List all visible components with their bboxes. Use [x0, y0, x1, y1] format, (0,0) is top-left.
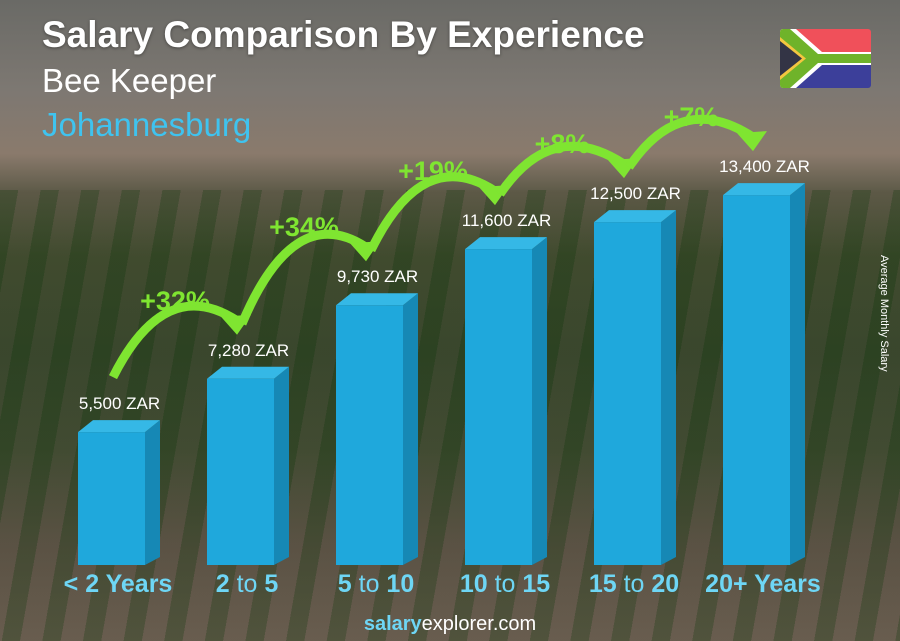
bar-side [532, 237, 547, 565]
growth-arrow [625, 114, 756, 170]
bar-top [465, 237, 547, 250]
value-label: 11,600 ZAR [461, 211, 552, 231]
x-tick-part: 15 [522, 570, 551, 598]
x-tick-part: < 2 Years [63, 570, 173, 598]
growth-arrow [108, 301, 240, 380]
bar [723, 183, 805, 565]
x-tick-label: 5 to 10 [306, 570, 446, 599]
x-tick-label: 20+ Years [693, 570, 833, 599]
value-label: 12,500 ZAR [590, 184, 681, 204]
x-tick-part: 2 [215, 570, 230, 598]
arrow-head-icon [737, 131, 767, 152]
location: Johannesburg [42, 106, 252, 143]
x-tick-label: 10 to 15 [435, 570, 575, 599]
bar-top [78, 420, 160, 433]
change-label: +7% [663, 102, 719, 133]
change-label: +8% [534, 129, 590, 160]
x-tick-part: 20+ Years [705, 570, 821, 598]
bar-top [723, 183, 805, 196]
change-label: +32% [140, 285, 210, 316]
bar-front [465, 249, 532, 565]
bar-side [274, 366, 289, 565]
y-axis-label: Average Monthly Salary [878, 255, 890, 372]
change-label: +19% [398, 156, 468, 187]
bar [594, 210, 676, 565]
x-tick-part: 20 [651, 570, 680, 598]
x-tick-label: 15 to 20 [564, 570, 704, 599]
bar [465, 237, 547, 565]
x-tick-part: to [351, 570, 387, 598]
brand-bold: salary [363, 613, 422, 635]
south-africa-flag-icon [780, 29, 871, 88]
x-tick-part: 10 [459, 570, 488, 598]
chart-title: Salary Comparison By Experience [42, 14, 645, 55]
bar-front [723, 195, 790, 565]
x-tick-part: 5 [264, 570, 279, 598]
value-label: 7,280 ZAR [207, 340, 290, 360]
growth-arrow [366, 172, 498, 253]
bar-side [661, 210, 676, 565]
bar-top [336, 293, 418, 306]
bar [336, 293, 418, 565]
x-tick-part: to [229, 570, 265, 598]
bar-front [207, 378, 274, 565]
value-label: 5,500 ZAR [78, 394, 161, 414]
bar-side [790, 183, 805, 565]
x-tick-part: 5 [337, 570, 352, 598]
x-tick-label: 2 to 5 [177, 570, 317, 599]
change-label: +34% [269, 212, 339, 243]
x-tick-label: < 2 Years [48, 570, 188, 599]
value-label: 13,400 ZAR [719, 157, 810, 177]
bar-top [594, 210, 676, 223]
bar-front [594, 222, 661, 565]
growth-arrow [496, 141, 627, 197]
job-title: Bee Keeper [42, 62, 217, 99]
bar-front [336, 305, 403, 565]
x-tick-part: to [616, 570, 652, 598]
x-tick-part: 15 [588, 570, 617, 598]
bar-side [403, 293, 418, 565]
bar-front [78, 432, 145, 565]
growth-arrow [237, 229, 369, 326]
brand-rest: explorer.com [421, 613, 537, 635]
bar-side [145, 420, 160, 565]
footer-brand[interactable]: salaryexplorer.com [0, 613, 900, 636]
bar [207, 366, 289, 565]
x-tick-part: 10 [386, 570, 415, 598]
x-tick-part: to [487, 570, 523, 598]
bar [78, 420, 160, 565]
bar-top [207, 366, 289, 379]
value-label: 9,730 ZAR [336, 267, 419, 287]
